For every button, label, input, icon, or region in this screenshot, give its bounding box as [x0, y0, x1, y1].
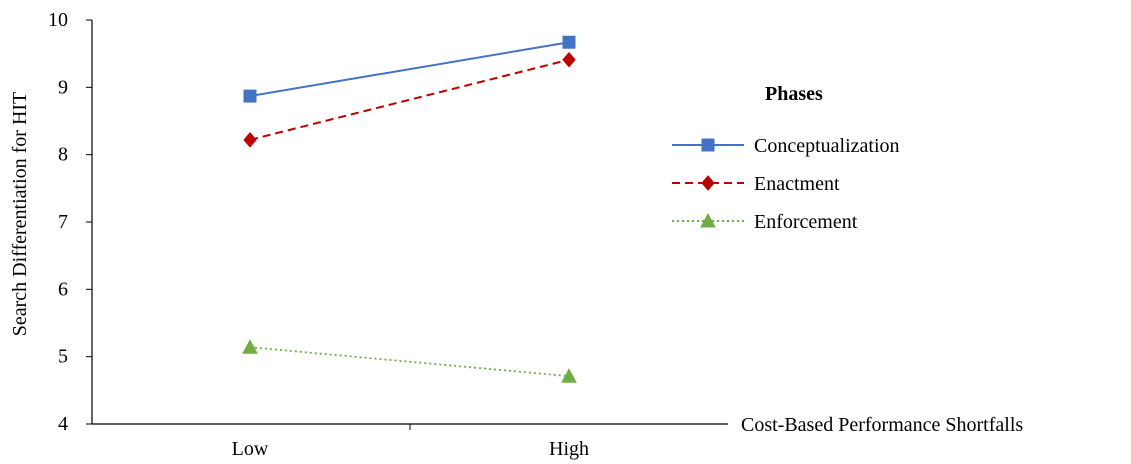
- plot-area: 4 5 6 7 8 9 10 Low High: [48, 9, 728, 460]
- legend-item-conceptualization: Conceptualization: [672, 135, 900, 157]
- y-tick-label-10: 10: [48, 9, 68, 31]
- legend: Phases Conceptualization Enactment Enforce…: [672, 83, 900, 233]
- y-axis-label: Search Differentiation for HIT: [9, 92, 31, 337]
- x-axis-label: Cost-Based Performance Shortfalls: [741, 414, 1023, 436]
- series-point-enforcement-high: [561, 368, 577, 383]
- y-tick-label-4: 4: [58, 413, 68, 435]
- x-axis-ticks: Low High: [232, 424, 589, 460]
- legend-marker-enforcement: [700, 212, 716, 228]
- y-axis-ticks: 4 5 6 7 8 9 10: [48, 9, 92, 435]
- legend-item-enforcement: Enforcement: [672, 211, 858, 233]
- y-tick-label-8: 8: [58, 144, 68, 166]
- y-tick-label-6: 6: [58, 278, 68, 300]
- legend-marker-enactment: [701, 175, 715, 191]
- series-enforcement: [242, 339, 577, 383]
- series-conceptualization: [243, 35, 576, 103]
- y-tick-label-9: 9: [58, 76, 68, 98]
- series-line-enactment: [249, 58, 570, 141]
- series-point-conceptualization-high: [562, 35, 576, 49]
- series-point-enactment-high: [562, 51, 576, 68]
- legend-title: Phases: [765, 83, 823, 105]
- series-line-enforcement: [249, 346, 570, 378]
- legend-label-enforcement: Enforcement: [754, 211, 858, 233]
- y-tick-label-7: 7: [58, 211, 68, 233]
- x-tick-label-low: Low: [232, 438, 269, 460]
- legend-label-enactment: Enactment: [754, 173, 840, 195]
- legend-items: Conceptualization Enactment Enforcement: [672, 135, 900, 233]
- series-layer: [242, 35, 577, 383]
- series-point-enforcement-low: [242, 339, 258, 354]
- series-point-conceptualization-low: [243, 89, 257, 103]
- legend-marker-conceptualization: [701, 138, 715, 152]
- series-point-enactment-low: [243, 132, 257, 148]
- y-tick-label-5: 5: [58, 346, 68, 368]
- series-enactment: [243, 51, 576, 148]
- legend-item-enactment: Enactment: [672, 173, 840, 195]
- legend-label-conceptualization: Conceptualization: [754, 135, 900, 157]
- series-line-conceptualization: [249, 41, 570, 98]
- x-tick-label-high: High: [549, 438, 589, 460]
